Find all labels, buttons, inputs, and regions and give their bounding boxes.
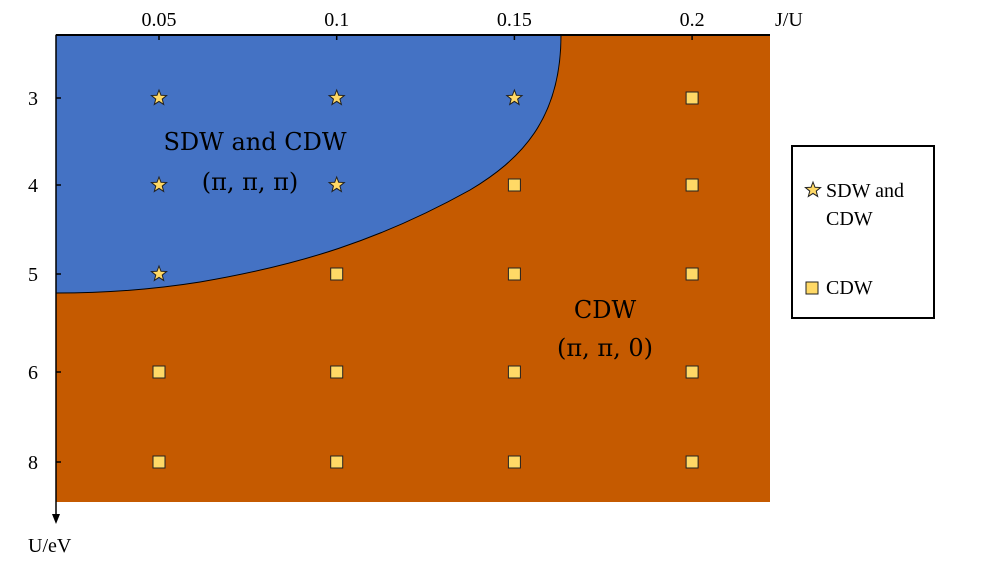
x-tick-label: 0.05 <box>142 9 177 31</box>
sdw-cdw-region-sublabel: (π, π, π) <box>202 168 299 196</box>
legend-star-icon <box>804 180 822 198</box>
legend-label-cdw: CDW <box>826 277 873 299</box>
x-tick-label: 0.1 <box>324 9 349 31</box>
y-axis-arrow-icon <box>52 514 60 524</box>
square-marker <box>507 365 521 379</box>
legend-label-sdw-line1: SDW and <box>826 180 904 202</box>
y-tick-label: 3 <box>28 88 38 110</box>
cdw-region-sublabel: (π, π, 0) <box>557 334 653 362</box>
star-marker <box>327 88 346 106</box>
square-marker <box>330 267 344 281</box>
y-tick-label: 8 <box>28 452 38 474</box>
x-axis-label: J/U <box>775 9 803 31</box>
square-marker <box>685 267 699 281</box>
y-axis-label: U/eV <box>28 535 72 557</box>
legend-square-marker <box>805 281 819 295</box>
legend-label-sdw-line2: CDW <box>826 208 873 230</box>
square-marker <box>330 365 344 379</box>
x-tick-group: 0.05 0.1 0.15 0.2 <box>142 9 705 40</box>
y-tick-label: 6 <box>28 362 38 384</box>
sdw-cdw-region <box>55 34 562 294</box>
square-marker <box>685 91 699 105</box>
star-marker <box>327 175 346 193</box>
y-tick-label: 4 <box>28 175 38 197</box>
star-marker <box>150 264 168 282</box>
star-marker <box>150 175 168 193</box>
legend: SDW and CDW CDW <box>791 145 935 319</box>
square-marker <box>685 365 699 379</box>
square-marker <box>152 365 166 379</box>
star-marker <box>150 88 168 106</box>
square-marker <box>152 455 166 469</box>
square-marker <box>330 455 344 469</box>
legend-star-marker <box>804 180 822 198</box>
star-marker <box>505 88 524 106</box>
y-tick-group: 3 4 5 6 8 <box>28 88 61 474</box>
legend-square-icon <box>805 281 819 295</box>
sdw-cdw-region-label: SDW and CDW <box>163 128 346 156</box>
cdw-region-label: CDW <box>574 296 637 324</box>
x-tick-label: 0.15 <box>497 9 532 31</box>
square-marker <box>507 455 521 469</box>
square-marker <box>685 455 699 469</box>
y-tick-label: 5 <box>28 264 38 286</box>
x-tick-label: 0.2 <box>680 9 705 31</box>
marker-group <box>150 88 699 469</box>
square-marker <box>685 178 699 192</box>
square-marker <box>507 178 521 192</box>
square-marker <box>507 267 521 281</box>
